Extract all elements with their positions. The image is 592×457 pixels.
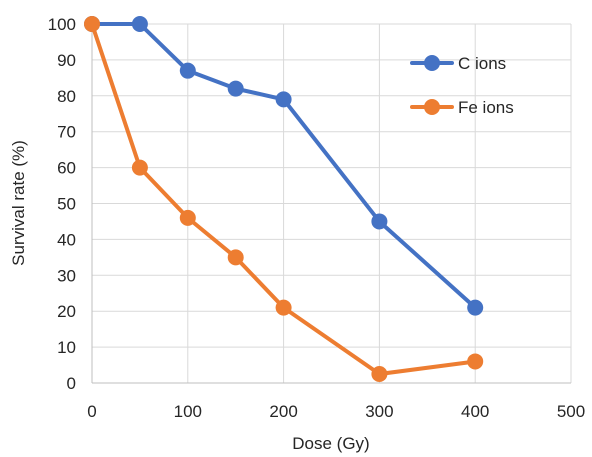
- y-tick-label: 80: [57, 87, 76, 106]
- data-point-c-ions: [179, 62, 196, 79]
- grid: [92, 23, 572, 383]
- data-point-c-ions: [275, 91, 292, 108]
- y-tick-label: 40: [57, 230, 76, 249]
- data-point-c-ions: [131, 16, 148, 32]
- y-tick-label: 90: [57, 51, 76, 70]
- legend-entry-c-ions: C ions: [410, 54, 506, 73]
- x-tick-label: 0: [87, 402, 96, 421]
- data-point-fe-ions: [467, 353, 484, 370]
- data-point-fe-ions: [84, 16, 100, 32]
- x-tick-label: 200: [269, 402, 297, 421]
- y-tick-label: 20: [57, 302, 76, 321]
- x-tick-label: 500: [557, 402, 585, 421]
- series-fe-ions: [84, 16, 484, 383]
- x-axis-title: Dose (Gy): [292, 434, 369, 453]
- data-point-c-ions: [467, 299, 484, 316]
- y-tick-label: 50: [57, 195, 76, 214]
- x-tick-label: 100: [174, 402, 202, 421]
- data-point-c-ions: [227, 80, 244, 97]
- data-point-fe-ions: [179, 209, 196, 226]
- legend-label-fe-ions: Fe ions: [458, 98, 514, 117]
- legend: C ions Fe ions: [410, 54, 514, 117]
- data-point-fe-ions: [131, 159, 148, 176]
- y-tick-label: 0: [67, 374, 76, 393]
- y-tick-label: 30: [57, 266, 76, 285]
- y-tick-label: 10: [57, 338, 76, 357]
- data-point-c-ions: [371, 213, 388, 230]
- y-tick-label: 100: [48, 15, 76, 34]
- data-point-fe-ions: [227, 249, 244, 266]
- series: [84, 16, 484, 383]
- axes: [91, 24, 571, 384]
- legend-entry-fe-ions: Fe ions: [410, 98, 514, 117]
- legend-marker-c-ions: [424, 55, 440, 71]
- legend-marker-fe-ions: [424, 99, 440, 115]
- legend-label-c-ions: C ions: [458, 54, 506, 73]
- tick-labels: 0 10 20 30 40 50 60 70 80 90 100 0 100 200 300 400 500: [48, 15, 586, 421]
- data-point-fe-ions: [275, 299, 292, 316]
- y-tick-label: 60: [57, 159, 76, 178]
- y-tick-label: 70: [57, 123, 76, 142]
- y-axis-title: Survival rate (%): [9, 140, 28, 266]
- data-point-fe-ions: [371, 366, 388, 383]
- x-tick-label: 300: [365, 402, 393, 421]
- x-tick-label: 400: [461, 402, 489, 421]
